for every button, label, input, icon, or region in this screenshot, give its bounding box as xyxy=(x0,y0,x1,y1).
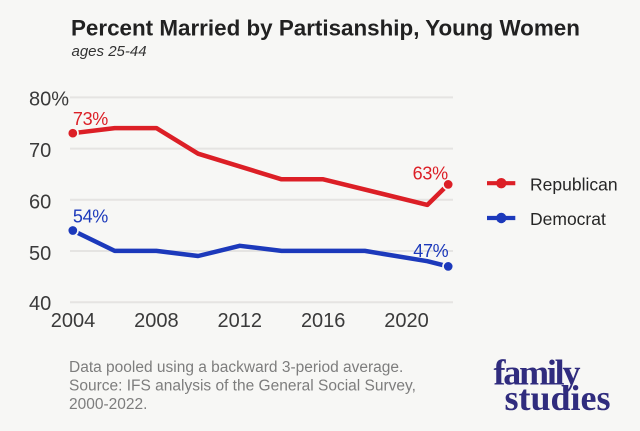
svg-text:2016: 2016 xyxy=(301,310,346,332)
svg-text:73%: 73% xyxy=(73,109,108,129)
svg-text:70: 70 xyxy=(29,140,51,162)
svg-text:54%: 54% xyxy=(73,207,108,227)
svg-text:Percent Married by Partisanshi: Percent Married by Partisanship, Young W… xyxy=(71,16,580,41)
svg-text:40: 40 xyxy=(29,293,51,315)
svg-text:47%: 47% xyxy=(413,241,448,261)
svg-text:2020: 2020 xyxy=(384,310,429,332)
svg-text:2012: 2012 xyxy=(218,310,263,332)
svg-text:ages 25-44: ages 25-44 xyxy=(72,43,147,60)
svg-text:63%: 63% xyxy=(413,163,448,183)
svg-text:80%: 80% xyxy=(29,89,69,111)
svg-text:2008: 2008 xyxy=(134,310,179,332)
svg-text:Source: IFS analysis of the Ge: Source: IFS analysis of the General Soci… xyxy=(69,378,416,395)
svg-text:Republican: Republican xyxy=(530,174,618,194)
svg-text:50: 50 xyxy=(29,243,51,265)
svg-text:family: family xyxy=(494,353,581,393)
svg-text:60: 60 xyxy=(29,192,51,214)
svg-text:studies: studies xyxy=(505,378,611,418)
svg-text:Data pooled using a backward 3: Data pooled using a backward 3-period av… xyxy=(69,359,403,376)
svg-text:Democrat: Democrat xyxy=(530,209,606,229)
svg-text:2000-2022.: 2000-2022. xyxy=(69,396,147,413)
svg-text:2004: 2004 xyxy=(51,310,96,332)
